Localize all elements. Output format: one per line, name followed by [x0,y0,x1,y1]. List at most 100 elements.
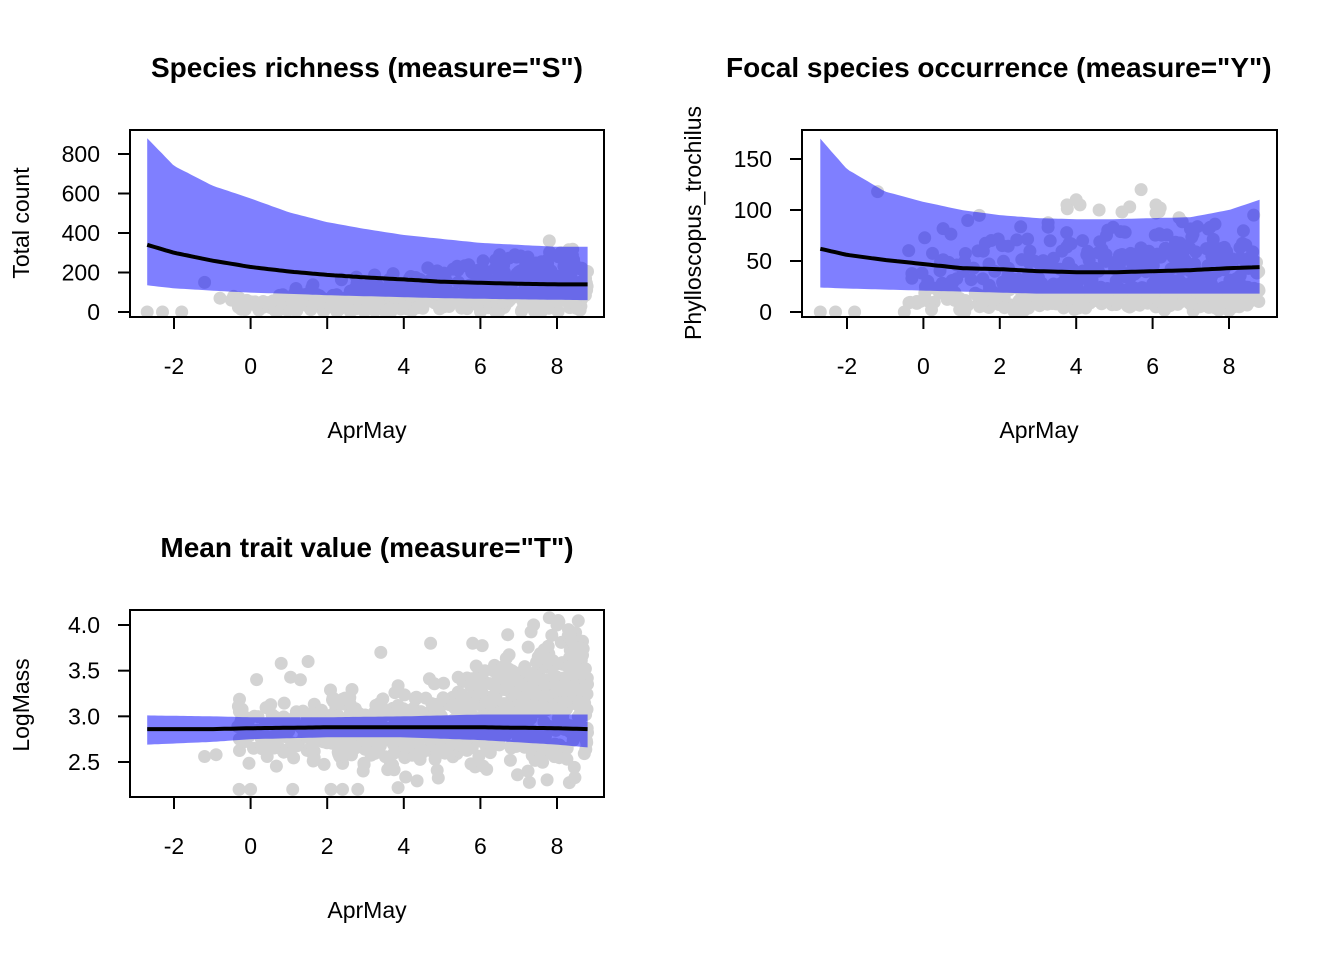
data-point [521,640,535,654]
plot-frame [129,129,605,318]
data-point [332,747,346,761]
data-point [391,781,405,795]
data-point [269,759,283,773]
data-point [562,623,575,637]
data-point [501,628,515,642]
data-point [1060,202,1074,216]
data-point [530,671,544,685]
x-axis-label: AprMay [327,897,407,923]
data-point [213,291,227,305]
data-point [326,691,340,705]
data-point [529,296,543,310]
data-point [244,782,258,796]
data-point [521,764,535,778]
data-point [273,291,287,305]
confidence-band [147,714,588,748]
data-point [284,670,298,684]
data-point [376,692,390,706]
x-tick-label: 4 [1070,353,1083,379]
data-point [509,739,523,753]
data-point [325,736,339,750]
data-point [489,692,503,706]
data-point [480,762,494,776]
x-tick-label: 2 [321,353,334,379]
data-point [301,655,315,668]
data-point [232,705,246,718]
data-point [848,305,862,317]
plot-frame [129,609,605,798]
x-tick-label: 0 [917,353,930,379]
data-point [285,736,299,750]
x-axis-label: AprMay [327,417,407,443]
data-point [292,297,306,311]
data-point [498,667,512,681]
data-point [1123,300,1137,314]
data-point [293,673,307,687]
data-point [250,297,264,311]
x-tick-label: 2 [993,353,1006,379]
data-point [267,741,281,755]
data-point [511,768,524,782]
data-point [373,705,387,719]
data-point [1073,198,1087,212]
y-tick-label: 400 [62,220,100,246]
data-point [398,741,412,754]
data-point [1049,297,1063,311]
data-point [524,625,538,639]
data-point [813,305,827,317]
data-point [466,636,480,650]
x-tick-label: 2 [321,833,334,859]
data-point [1018,295,1032,309]
y-axis-label: Total count [8,167,34,279]
data-point [364,748,378,762]
data-point [1153,201,1167,215]
data-point [1232,300,1246,314]
data-point [413,752,427,766]
data-point [1092,203,1106,217]
y-axis-label: Phylloscopus_trochilus [680,106,706,340]
panel-title: Mean trait value (measure="T") [160,532,573,563]
data-point [571,614,585,628]
plot-area: -2 0 2 4 6 8 0 50 100 150 [734,129,1278,379]
data-point [503,704,517,718]
data-point [277,696,291,710]
data-point [372,296,386,310]
x-tick-label: -2 [164,833,184,859]
plot-area: -2 0 2 4 6 8 2.5 3.0 3.5 4.0 [68,609,605,859]
data-point [242,756,256,770]
data-point [387,735,401,749]
data-point [427,677,441,691]
data-point [531,650,545,664]
x-axis-label: AprMay [999,417,1079,443]
data-point [558,695,571,709]
data-point [315,703,328,717]
data-point [489,305,503,317]
data-point [306,744,319,757]
panel-title: Species richness (measure="S") [151,52,583,83]
x-tick-label: 4 [397,353,410,379]
data-point [317,757,331,771]
data-point [502,648,516,662]
data-point [430,763,444,777]
data-point [424,636,438,650]
data-point [1076,297,1090,311]
data-point [391,679,405,693]
data-point [140,305,154,317]
y-axis-label: LogMass [8,658,34,751]
x-tick-label: 0 [244,353,257,379]
panel-mean-trait: Mean trait value (measure="T") AprMay Lo… [8,532,605,923]
y-tick-label: 200 [62,260,100,286]
data-point [998,301,1011,315]
data-point [324,782,338,796]
data-point [483,746,497,760]
data-point [568,771,582,785]
data-point [428,752,442,766]
y-tick-label: 0 [87,299,100,325]
fitted-line [146,242,588,287]
data-point [411,300,425,314]
data-point [829,305,842,317]
data-point [274,656,288,670]
data-point [398,688,411,702]
data-point [952,294,966,308]
